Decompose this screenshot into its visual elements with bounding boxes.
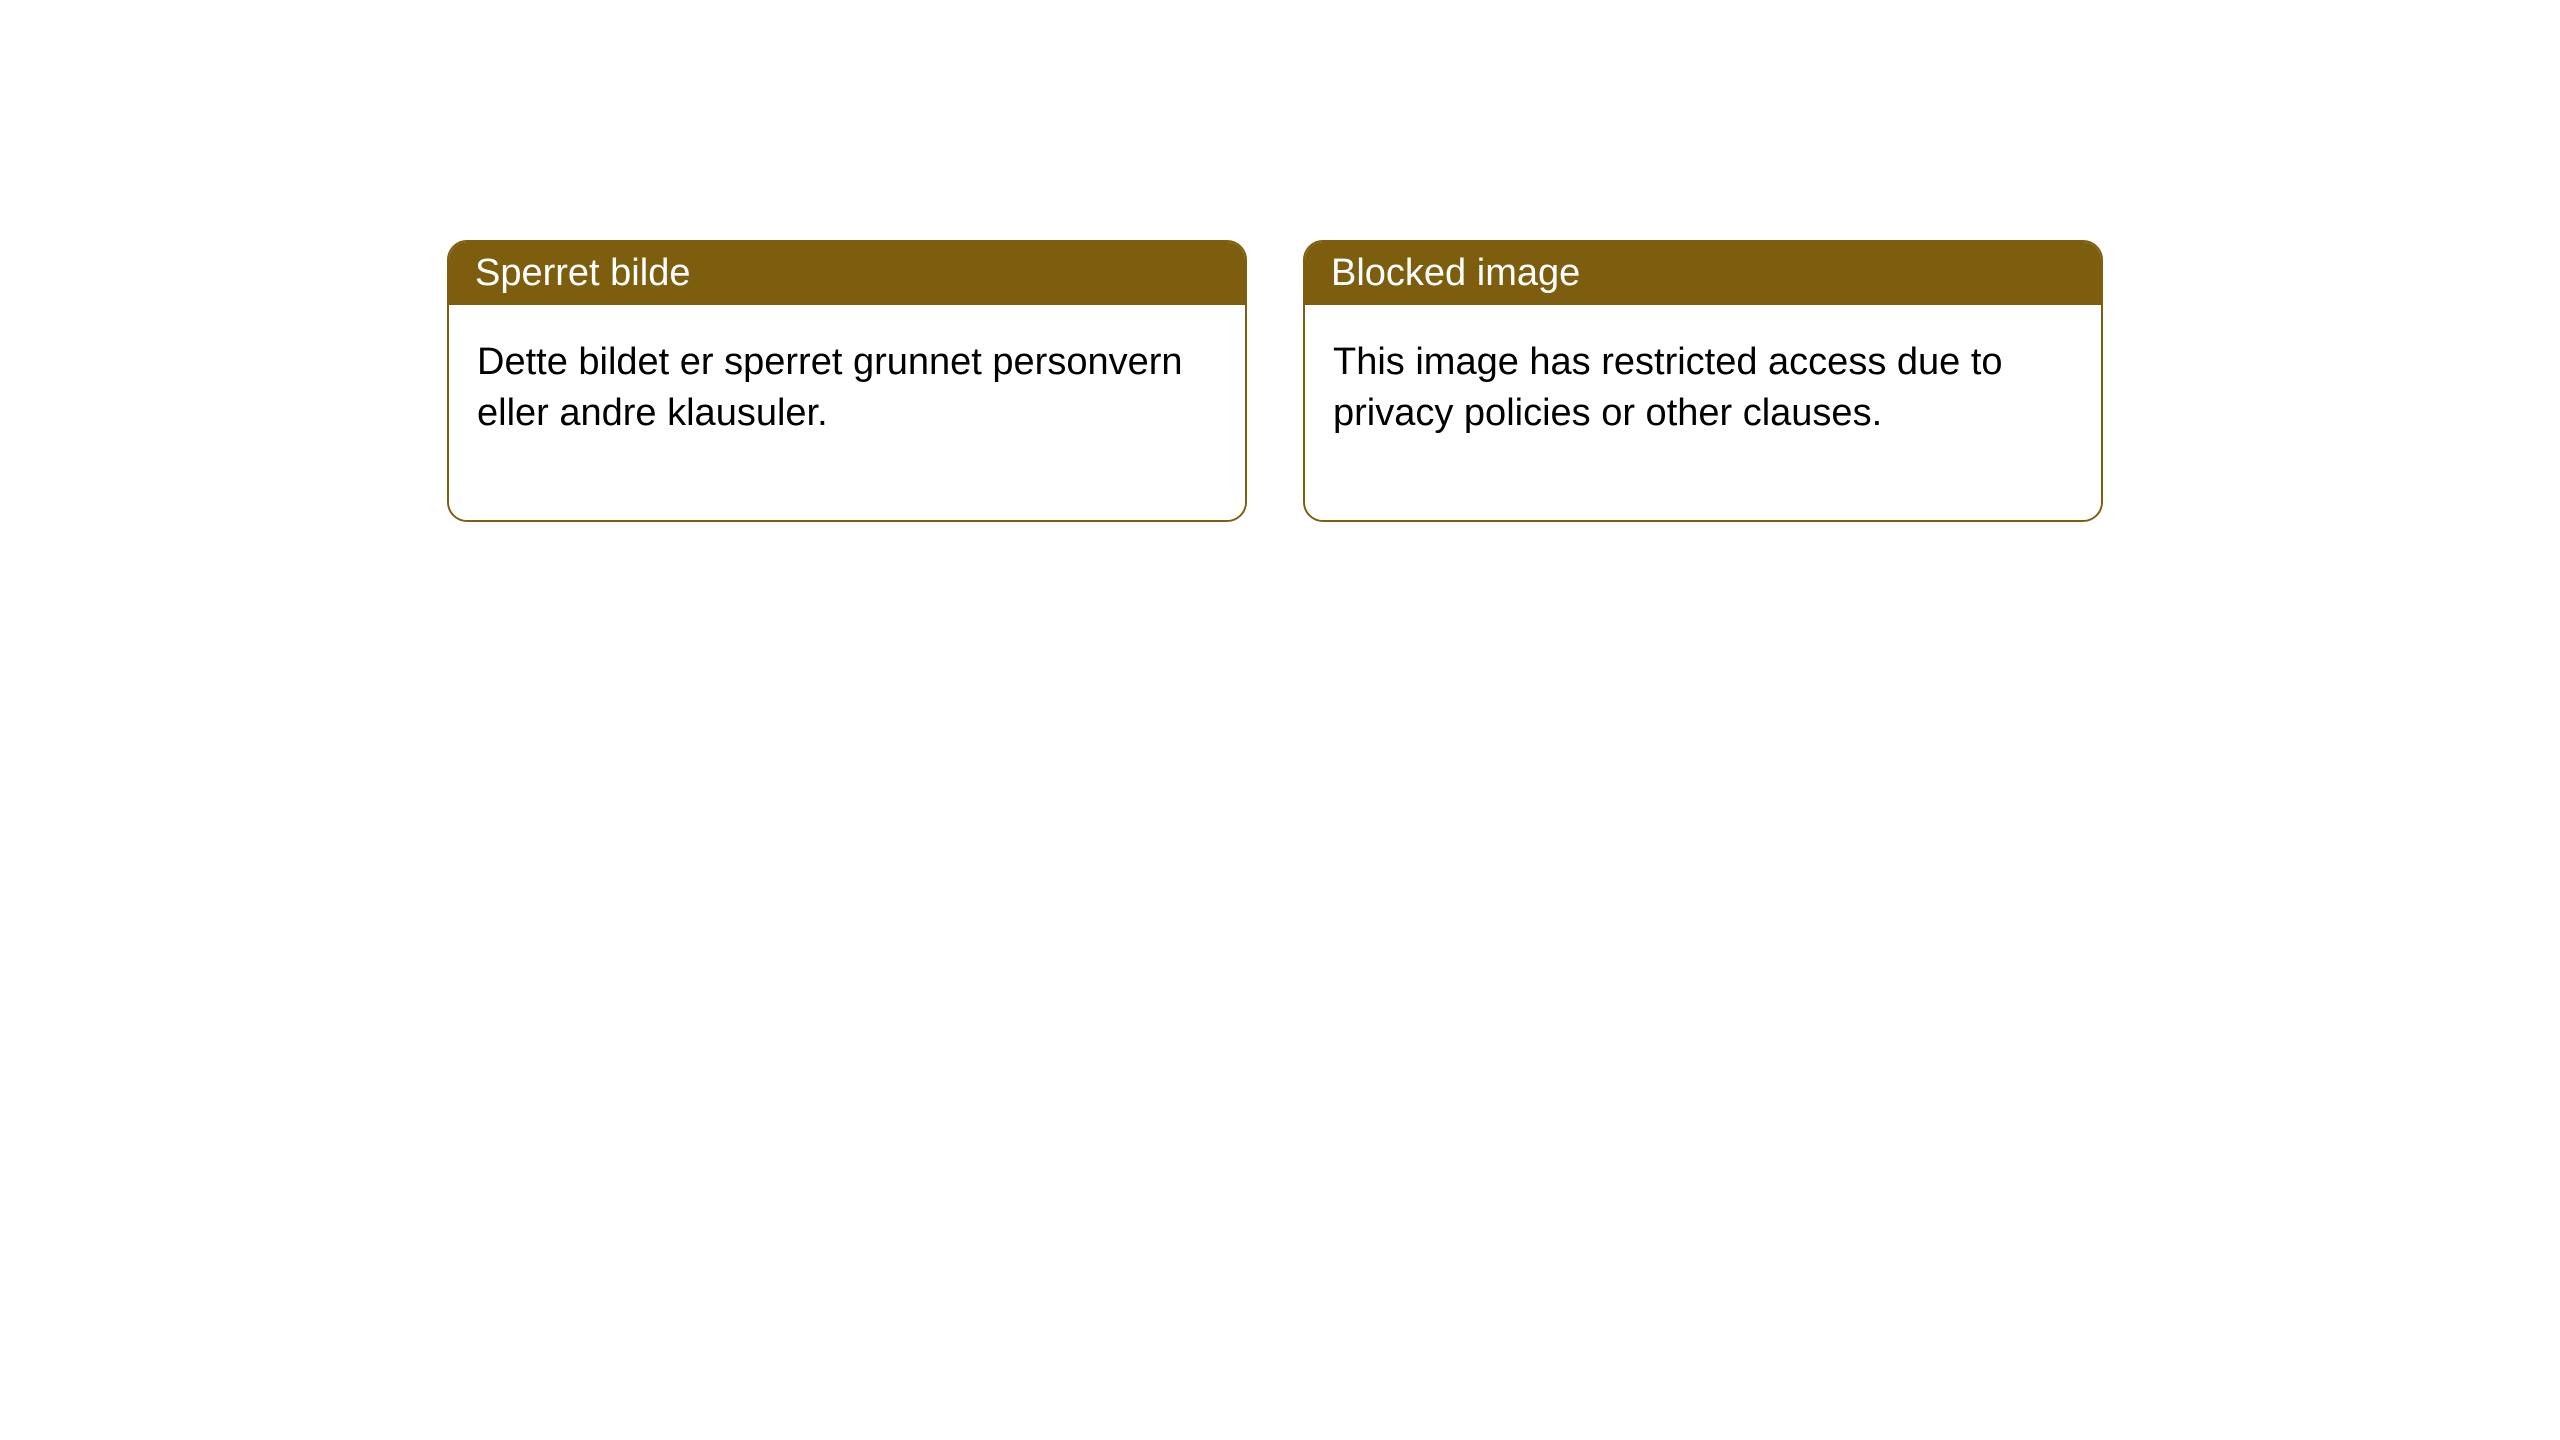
- notice-card-english: Blocked image This image has restricted …: [1303, 240, 2103, 522]
- notice-header: Blocked image: [1305, 242, 2101, 305]
- notice-container: Sperret bilde Dette bildet er sperret gr…: [0, 0, 2560, 522]
- notice-body: Dette bildet er sperret grunnet personve…: [449, 305, 1245, 520]
- notice-header: Sperret bilde: [449, 242, 1245, 305]
- notice-card-norwegian: Sperret bilde Dette bildet er sperret gr…: [447, 240, 1247, 522]
- notice-body: This image has restricted access due to …: [1305, 305, 2101, 520]
